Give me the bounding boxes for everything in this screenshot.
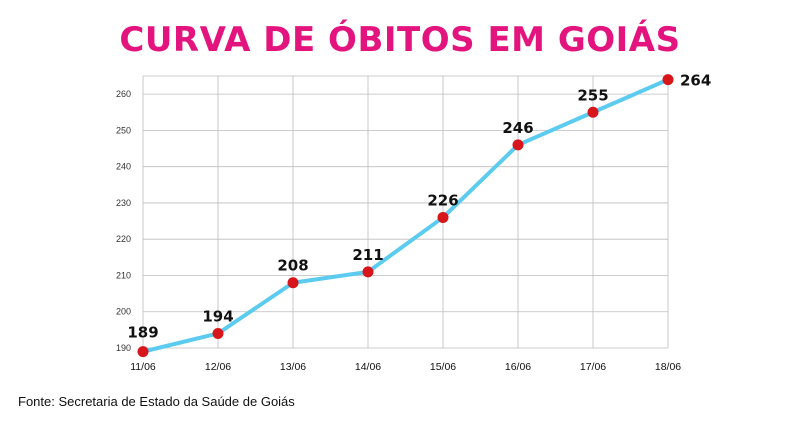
x-tick-label: 15/06 bbox=[430, 361, 456, 373]
data-point-marker bbox=[437, 211, 449, 223]
y-tick-label: 190 bbox=[116, 343, 131, 353]
y-tick-label: 220 bbox=[116, 234, 131, 244]
series-line bbox=[141, 77, 670, 354]
data-point-marker bbox=[287, 277, 299, 289]
data-label: 189 bbox=[127, 324, 158, 342]
data-label: 255 bbox=[577, 86, 608, 104]
data-label: 211 bbox=[352, 246, 383, 264]
data-point-marker bbox=[137, 346, 149, 358]
data-label: 246 bbox=[502, 119, 533, 137]
x-tick-label: 11/06 bbox=[130, 361, 156, 373]
data-point-marker bbox=[512, 139, 524, 151]
y-tick-label: 230 bbox=[116, 198, 131, 208]
x-tick-label: 17/06 bbox=[580, 361, 606, 373]
y-tick-label: 260 bbox=[116, 89, 131, 99]
chart-title: CURVA DE ÓBITOS EM GOIÁS bbox=[119, 20, 681, 60]
y-tick-label: 200 bbox=[116, 307, 131, 317]
source-note: Fonte: Secretaria de Estado da Saúde de … bbox=[18, 394, 295, 409]
data-label: 208 bbox=[277, 257, 308, 275]
data-point-marker bbox=[362, 266, 374, 278]
data-label: 226 bbox=[427, 191, 458, 209]
y-tick-label: 240 bbox=[116, 162, 131, 172]
x-tick-label: 12/06 bbox=[205, 361, 231, 373]
y-tick-label: 250 bbox=[116, 125, 131, 135]
x-tick-label: 13/06 bbox=[280, 361, 306, 373]
data-label: 194 bbox=[202, 307, 233, 325]
data-point-marker bbox=[212, 327, 224, 339]
data-point-marker bbox=[587, 106, 599, 118]
x-tick-label: 18/06 bbox=[655, 361, 681, 373]
x-tick-label: 16/06 bbox=[505, 361, 531, 373]
data-point-marker bbox=[662, 74, 674, 86]
data-label: 264 bbox=[680, 72, 711, 90]
x-tick-label: 14/06 bbox=[355, 361, 381, 373]
y-tick-label: 210 bbox=[116, 270, 131, 280]
